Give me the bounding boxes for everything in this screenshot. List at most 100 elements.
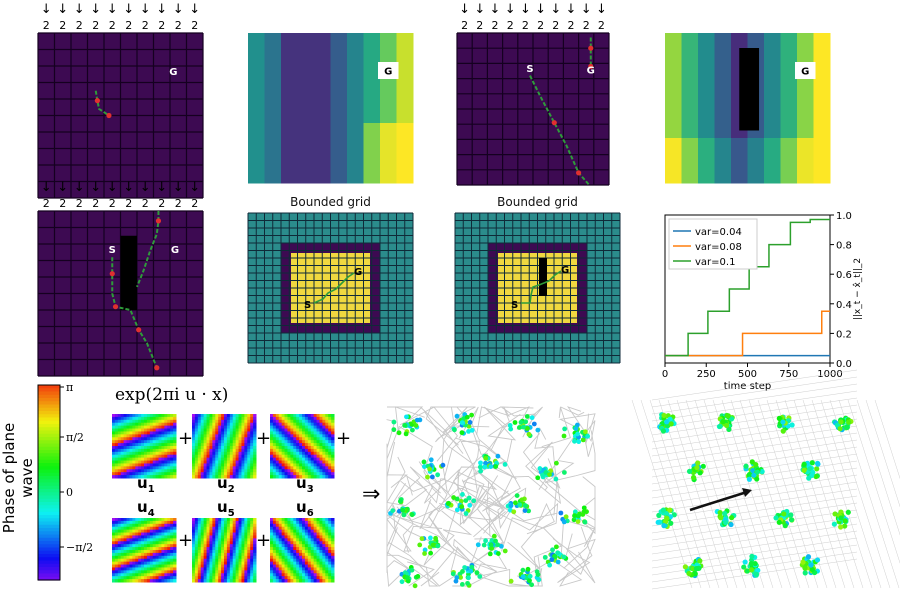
firing-field-point <box>519 497 525 503</box>
value-cell <box>281 108 298 124</box>
grid-field-point <box>726 426 732 432</box>
grid-field-point <box>754 469 761 475</box>
trajectory-rate-map <box>385 405 597 589</box>
trajectory-path <box>420 507 457 587</box>
plane-wave-tile-3 <box>270 414 335 479</box>
value-cell <box>681 153 699 169</box>
x-tick-label: 250 <box>697 369 716 380</box>
value-cell <box>813 48 831 64</box>
grid-field-point <box>697 558 703 564</box>
value-cell <box>363 63 381 79</box>
colorbar-band <box>38 518 60 523</box>
trajectory-path <box>483 406 521 452</box>
firing-field-point <box>529 415 535 421</box>
grid-field-point <box>728 515 735 521</box>
grid-field-point <box>660 428 667 434</box>
colorbar-tick-label: −π/2 <box>66 541 93 554</box>
value-cell <box>363 33 381 49</box>
grid-field-point <box>728 521 734 528</box>
wind-arrow: ↓ <box>156 180 167 195</box>
vector-label-u3: u3 <box>296 474 314 495</box>
firing-field-point <box>513 500 518 506</box>
value-cell <box>347 63 364 79</box>
wind-arrow: ↓ <box>189 180 200 195</box>
lattice-line <box>658 399 720 589</box>
wind-arrow: ↓ <box>107 2 118 17</box>
value-cell <box>330 93 348 109</box>
firing-field-point <box>404 414 409 420</box>
value-cell <box>698 153 715 169</box>
wind-value: 2 <box>109 19 116 32</box>
value-cell <box>297 138 315 154</box>
grid-field-point <box>741 564 747 570</box>
y-tick-label: 0.2 <box>836 329 852 340</box>
firing-field-point <box>471 498 477 504</box>
value-cell <box>813 108 831 124</box>
value-cell <box>731 168 748 184</box>
value-cell <box>698 48 715 64</box>
value-cell <box>396 33 414 49</box>
agent-path <box>521 270 562 304</box>
firing-field-point <box>412 583 418 589</box>
colorbar-band <box>38 567 60 571</box>
trajectory-path <box>522 433 596 521</box>
firing-field-point <box>410 427 415 433</box>
firing-field-point <box>547 472 552 478</box>
lattice-line <box>748 399 810 589</box>
value-cell <box>665 48 682 64</box>
value-cell <box>665 33 682 49</box>
lattice-line <box>651 404 858 436</box>
vector-label-u1: u1 <box>137 474 155 495</box>
value-cell <box>698 138 715 154</box>
firing-field-point <box>428 535 433 541</box>
firing-field-point <box>469 412 474 418</box>
firing-field-point <box>458 498 464 504</box>
lattice-line <box>651 523 858 555</box>
firing-field-point <box>453 578 459 584</box>
grid-field-point <box>749 553 755 559</box>
value-cell <box>714 168 732 184</box>
firing-field-point <box>520 567 526 573</box>
wind-arrow: ↓ <box>123 2 134 17</box>
wind-value: 2 <box>142 19 149 32</box>
firing-field-point <box>452 427 457 433</box>
firing-field-point <box>468 568 474 574</box>
firing-field-point <box>429 474 435 480</box>
colorbar-band <box>38 534 60 539</box>
value-cell <box>396 138 414 154</box>
grid-field-point <box>668 421 674 427</box>
value-cell <box>747 168 765 184</box>
trajectory-path <box>501 517 563 587</box>
colorbar-band <box>38 385 60 389</box>
value-cell <box>347 138 364 154</box>
lattice-line <box>784 399 846 589</box>
plane-wave-tiles <box>112 414 335 583</box>
value-cell <box>396 78 414 94</box>
wind-value: 2 <box>43 19 50 32</box>
grid-field-point <box>776 415 782 422</box>
grid-field-point <box>690 474 697 481</box>
firing-field-point <box>572 513 578 518</box>
value-cell <box>264 168 282 184</box>
value-cell <box>314 33 331 49</box>
x-tick-label: 500 <box>738 369 757 380</box>
grid-field-point <box>693 566 700 572</box>
grid-field-point <box>700 463 706 469</box>
grid-field-point <box>750 467 756 474</box>
lattice-line <box>802 399 864 589</box>
trajectory-path <box>470 484 510 520</box>
value-cell <box>681 63 699 79</box>
colorbar-band <box>38 524 60 529</box>
firing-field-point <box>391 427 397 433</box>
wind-value: 2 <box>537 19 544 32</box>
agent-path <box>529 75 590 186</box>
grid-field-point <box>844 424 850 430</box>
value-cell <box>314 78 331 94</box>
value-cell <box>380 138 397 154</box>
firing-field-point <box>433 535 438 541</box>
grid-field-point <box>806 475 812 481</box>
wind-value: 2 <box>59 197 66 210</box>
lattice-line <box>651 411 858 443</box>
grid-field-point <box>722 510 728 517</box>
firing-field-point <box>508 426 514 432</box>
